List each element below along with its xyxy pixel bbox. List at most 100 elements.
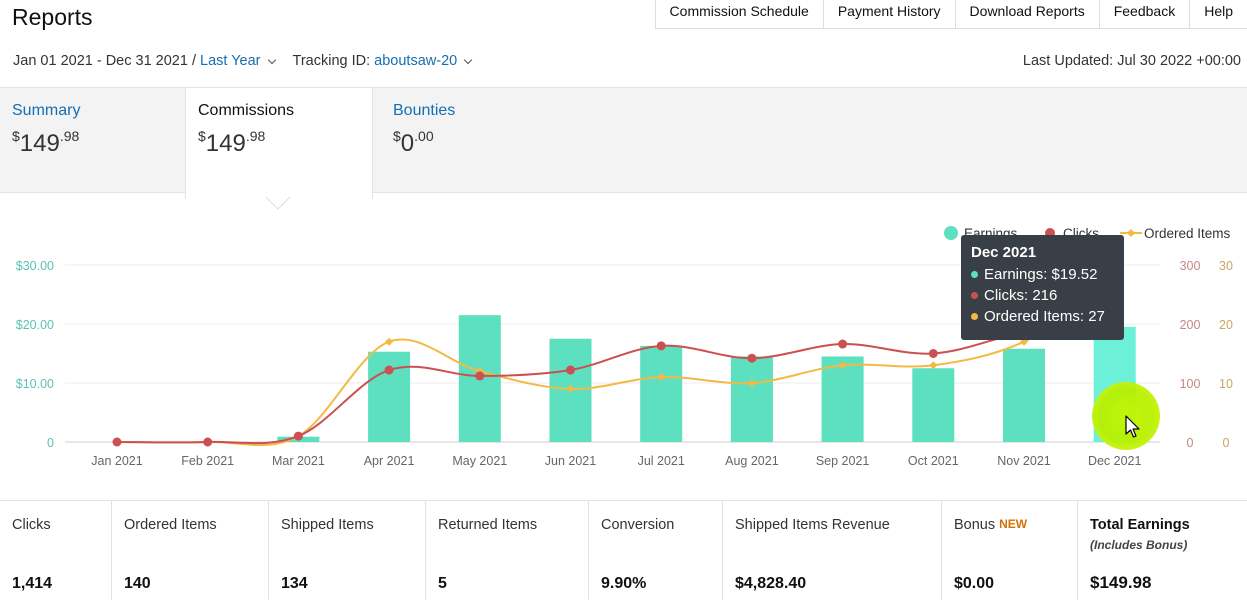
left-axis-tick: $20.00 (16, 318, 54, 332)
stat-label: Bonus NEW (954, 517, 1028, 533)
stat-clicks: Clicks 1,414 (0, 501, 112, 600)
stat-value: 9.90% (601, 575, 647, 592)
tab-label: Bounties (393, 102, 456, 119)
page-title: Reports (12, 4, 93, 30)
stat-label: Shipped Items Revenue (735, 517, 890, 533)
x-axis-tick: Jan 2021 (91, 454, 142, 468)
clicks-point (293, 431, 303, 441)
stat-ordered-items: Ordered Items 140 (112, 501, 269, 600)
tooltip-clicks: Clicks: 216 (984, 287, 1058, 304)
nav-commission-schedule[interactable]: Commission Schedule (656, 0, 824, 28)
clicks-point (747, 353, 757, 363)
earnings-chart: 0 0 0 $10.00 100 10 $20.00 200 20 $30.00 300 30 Jan … (16, 226, 1233, 468)
stat-value: 1,414 (12, 575, 53, 592)
nav-feedback[interactable]: Feedback (1100, 0, 1191, 28)
stat-value: $4,828.40 (735, 575, 807, 592)
x-axis-tick: Jul 2021 (638, 454, 685, 468)
tracking-label: Tracking ID: (292, 53, 371, 69)
chart-tooltip: Dec 2021 Earnings: $19.52 Clicks: 216 Or… (961, 235, 1124, 340)
earnings-bar (1003, 348, 1045, 442)
ordered-items-point (657, 373, 666, 382)
earnings-bar (368, 351, 411, 442)
stats-row: Clicks 1,414 Ordered Items 140 Shipped I… (0, 500, 1247, 600)
right-axis-tick: 100 (1180, 377, 1201, 391)
chevron-down-icon[interactable] (463, 55, 473, 64)
tracking-id-dropdown[interactable]: aboutsaw-20 (374, 53, 458, 69)
x-axis-tick: Aug 2021 (725, 454, 779, 468)
active-tab-indicator (264, 197, 290, 211)
stat-conversion: Conversion 9.90% (589, 501, 723, 600)
clicks-point (656, 341, 666, 351)
stat-label: Conversion (601, 517, 675, 533)
stat-label: Clicks (12, 517, 51, 533)
earnings-bar (821, 356, 864, 442)
clicks-point (566, 365, 575, 375)
tab-summary[interactable]: Summary $149.98 (0, 88, 185, 194)
right2-axis-tick: 30 (1219, 259, 1233, 273)
ordered-items-point (747, 379, 756, 387)
tab-amount: $149.98 (198, 128, 266, 157)
legend-ordered-label: Ordered Items (1144, 226, 1231, 241)
right-axis-tick: 0 (1187, 436, 1194, 450)
mouse-cursor-icon (1125, 415, 1140, 438)
tab-label: Summary (12, 102, 81, 119)
clicks-line (116, 313, 1115, 445)
stat-value: 140 (124, 575, 151, 592)
stat-value: 134 (281, 575, 308, 592)
x-axis-tick: May 2021 (452, 454, 507, 468)
right2-axis-tick: 10 (1219, 377, 1233, 391)
clicks-point (203, 437, 213, 447)
nav-help[interactable]: Help (1204, 3, 1233, 19)
stat-total-earnings: Total Earnings (Includes Bonus) $149.98 (1078, 501, 1247, 600)
last-updated: Last Updated: Jul 30 2022 +00:00 (1022, 53, 1241, 69)
stat-value: $0.00 (954, 575, 995, 592)
stat-returned-items: Returned Items 5 (426, 501, 589, 600)
ordered-items-point (475, 367, 484, 376)
clicks-point (112, 437, 122, 447)
x-axis-tick: Mar 2021 (272, 454, 325, 468)
left-axis-tick: 0 (47, 436, 54, 450)
tooltip-title: Dec 2021 (971, 244, 1037, 261)
summary-tabs: Summary $149.98 Commissions $149.98 Boun… (0, 87, 1247, 199)
date-range: Jan 01 2021 - Dec 31 2021 / (13, 53, 196, 69)
stat-shipped-revenue: Shipped Items Revenue $4,828.40 (723, 501, 942, 600)
stat-sublabel: (Includes Bonus) (1090, 538, 1188, 552)
legend-earnings-marker (944, 226, 958, 240)
ordered-items-point (838, 361, 847, 370)
tab-bounties[interactable]: Bounties $0.00 (381, 88, 581, 194)
clicks-point (384, 365, 394, 375)
stat-label: Returned Items (438, 517, 538, 533)
earnings-dot-icon (971, 271, 978, 278)
x-axis-tick: Apr 2021 (364, 454, 415, 468)
x-axis-tick: Oct 2021 (908, 454, 959, 468)
clicks-point (475, 371, 485, 381)
chevron-down-icon[interactable] (267, 55, 276, 64)
top-nav: Commission Schedule Payment History Down… (654, 0, 1247, 29)
ordered-items-point (385, 337, 394, 346)
clicks-dot-icon (971, 292, 978, 299)
earnings-bar (912, 368, 955, 442)
tooltip-earnings: Earnings: $19.52 (984, 266, 1098, 283)
right-axis-tick: 200 (1180, 318, 1201, 332)
ordered-dot-icon (971, 313, 978, 320)
nav-payment-history[interactable]: Payment History (824, 0, 956, 28)
nav-download-reports[interactable]: Download Reports (956, 0, 1100, 28)
legend-ordered-marker (1127, 229, 1135, 237)
stat-label: Ordered Items (124, 517, 217, 533)
stat-shipped-items: Shipped Items 134 (269, 501, 426, 600)
stat-bonus: Bonus NEW $0.00 (942, 501, 1078, 600)
period-dropdown[interactable]: Last Year (200, 53, 261, 69)
tab-amount: $0.00 (393, 128, 434, 157)
tab-commissions[interactable]: Commissions $149.98 (185, 88, 373, 199)
tab-label: Commissions (198, 102, 295, 119)
stat-label: Shipped Items (281, 517, 374, 533)
ordered-items-point (929, 361, 938, 370)
x-axis-tick: Feb 2021 (181, 454, 234, 468)
x-axis-tick: Sep 2021 (816, 454, 870, 468)
right2-axis-tick: 0 (1223, 436, 1230, 450)
earnings-bar (730, 356, 773, 442)
new-badge: NEW (999, 517, 1028, 531)
tab-amount: $149.98 (12, 128, 80, 157)
left-axis-tick: $30.00 (16, 259, 54, 273)
ordered-items-point (566, 384, 575, 393)
